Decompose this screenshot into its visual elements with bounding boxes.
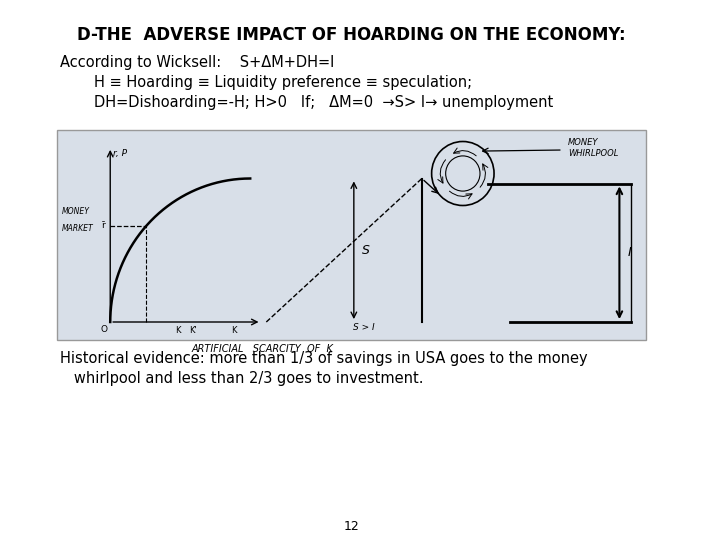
Text: r̄: r̄ — [102, 221, 105, 230]
Text: MONEY: MONEY — [567, 138, 598, 147]
Text: DH=Dishoarding=-H; H>0   If;   ΔM=0  →S> I→ unemployment: DH=Dishoarding=-H; H>0 If; ΔM=0 →S> I→ u… — [94, 94, 553, 110]
Text: K': K' — [189, 326, 197, 335]
Bar — [57, 130, 646, 340]
Text: H ≡ Hoarding ≡ Liquidity preference ≡ speculation;: H ≡ Hoarding ≡ Liquidity preference ≡ sp… — [94, 75, 472, 90]
Text: K: K — [231, 326, 237, 335]
Text: K: K — [176, 326, 181, 335]
Text: MONEY: MONEY — [61, 206, 89, 215]
Text: r, P: r, P — [113, 149, 127, 158]
Text: O: O — [101, 325, 108, 334]
Text: S: S — [361, 244, 369, 256]
Text: WHIRLPOOL: WHIRLPOOL — [567, 149, 618, 158]
Text: D-THE  ADVERSE IMPACT OF HOARDING ON THE ECONOMY:: D-THE ADVERSE IMPACT OF HOARDING ON THE … — [77, 26, 626, 44]
Text: ARTIFICIAL   SCARCITY  OF  K: ARTIFICIAL SCARCITY OF K — [192, 344, 334, 354]
Text: 12: 12 — [343, 519, 359, 532]
Text: According to Wicksell:    S+ΔM+DH=I: According to Wicksell: S+ΔM+DH=I — [60, 55, 335, 70]
Text: S > I: S > I — [353, 323, 374, 332]
Text: whirlpool and less than 2/3 goes to investment.: whirlpool and less than 2/3 goes to inve… — [60, 370, 424, 386]
Text: Historical evidence: more than 1/3 of savings in USA goes to the money: Historical evidence: more than 1/3 of sa… — [60, 350, 588, 366]
Text: MARKET: MARKET — [61, 224, 93, 233]
Text: I: I — [627, 246, 631, 259]
